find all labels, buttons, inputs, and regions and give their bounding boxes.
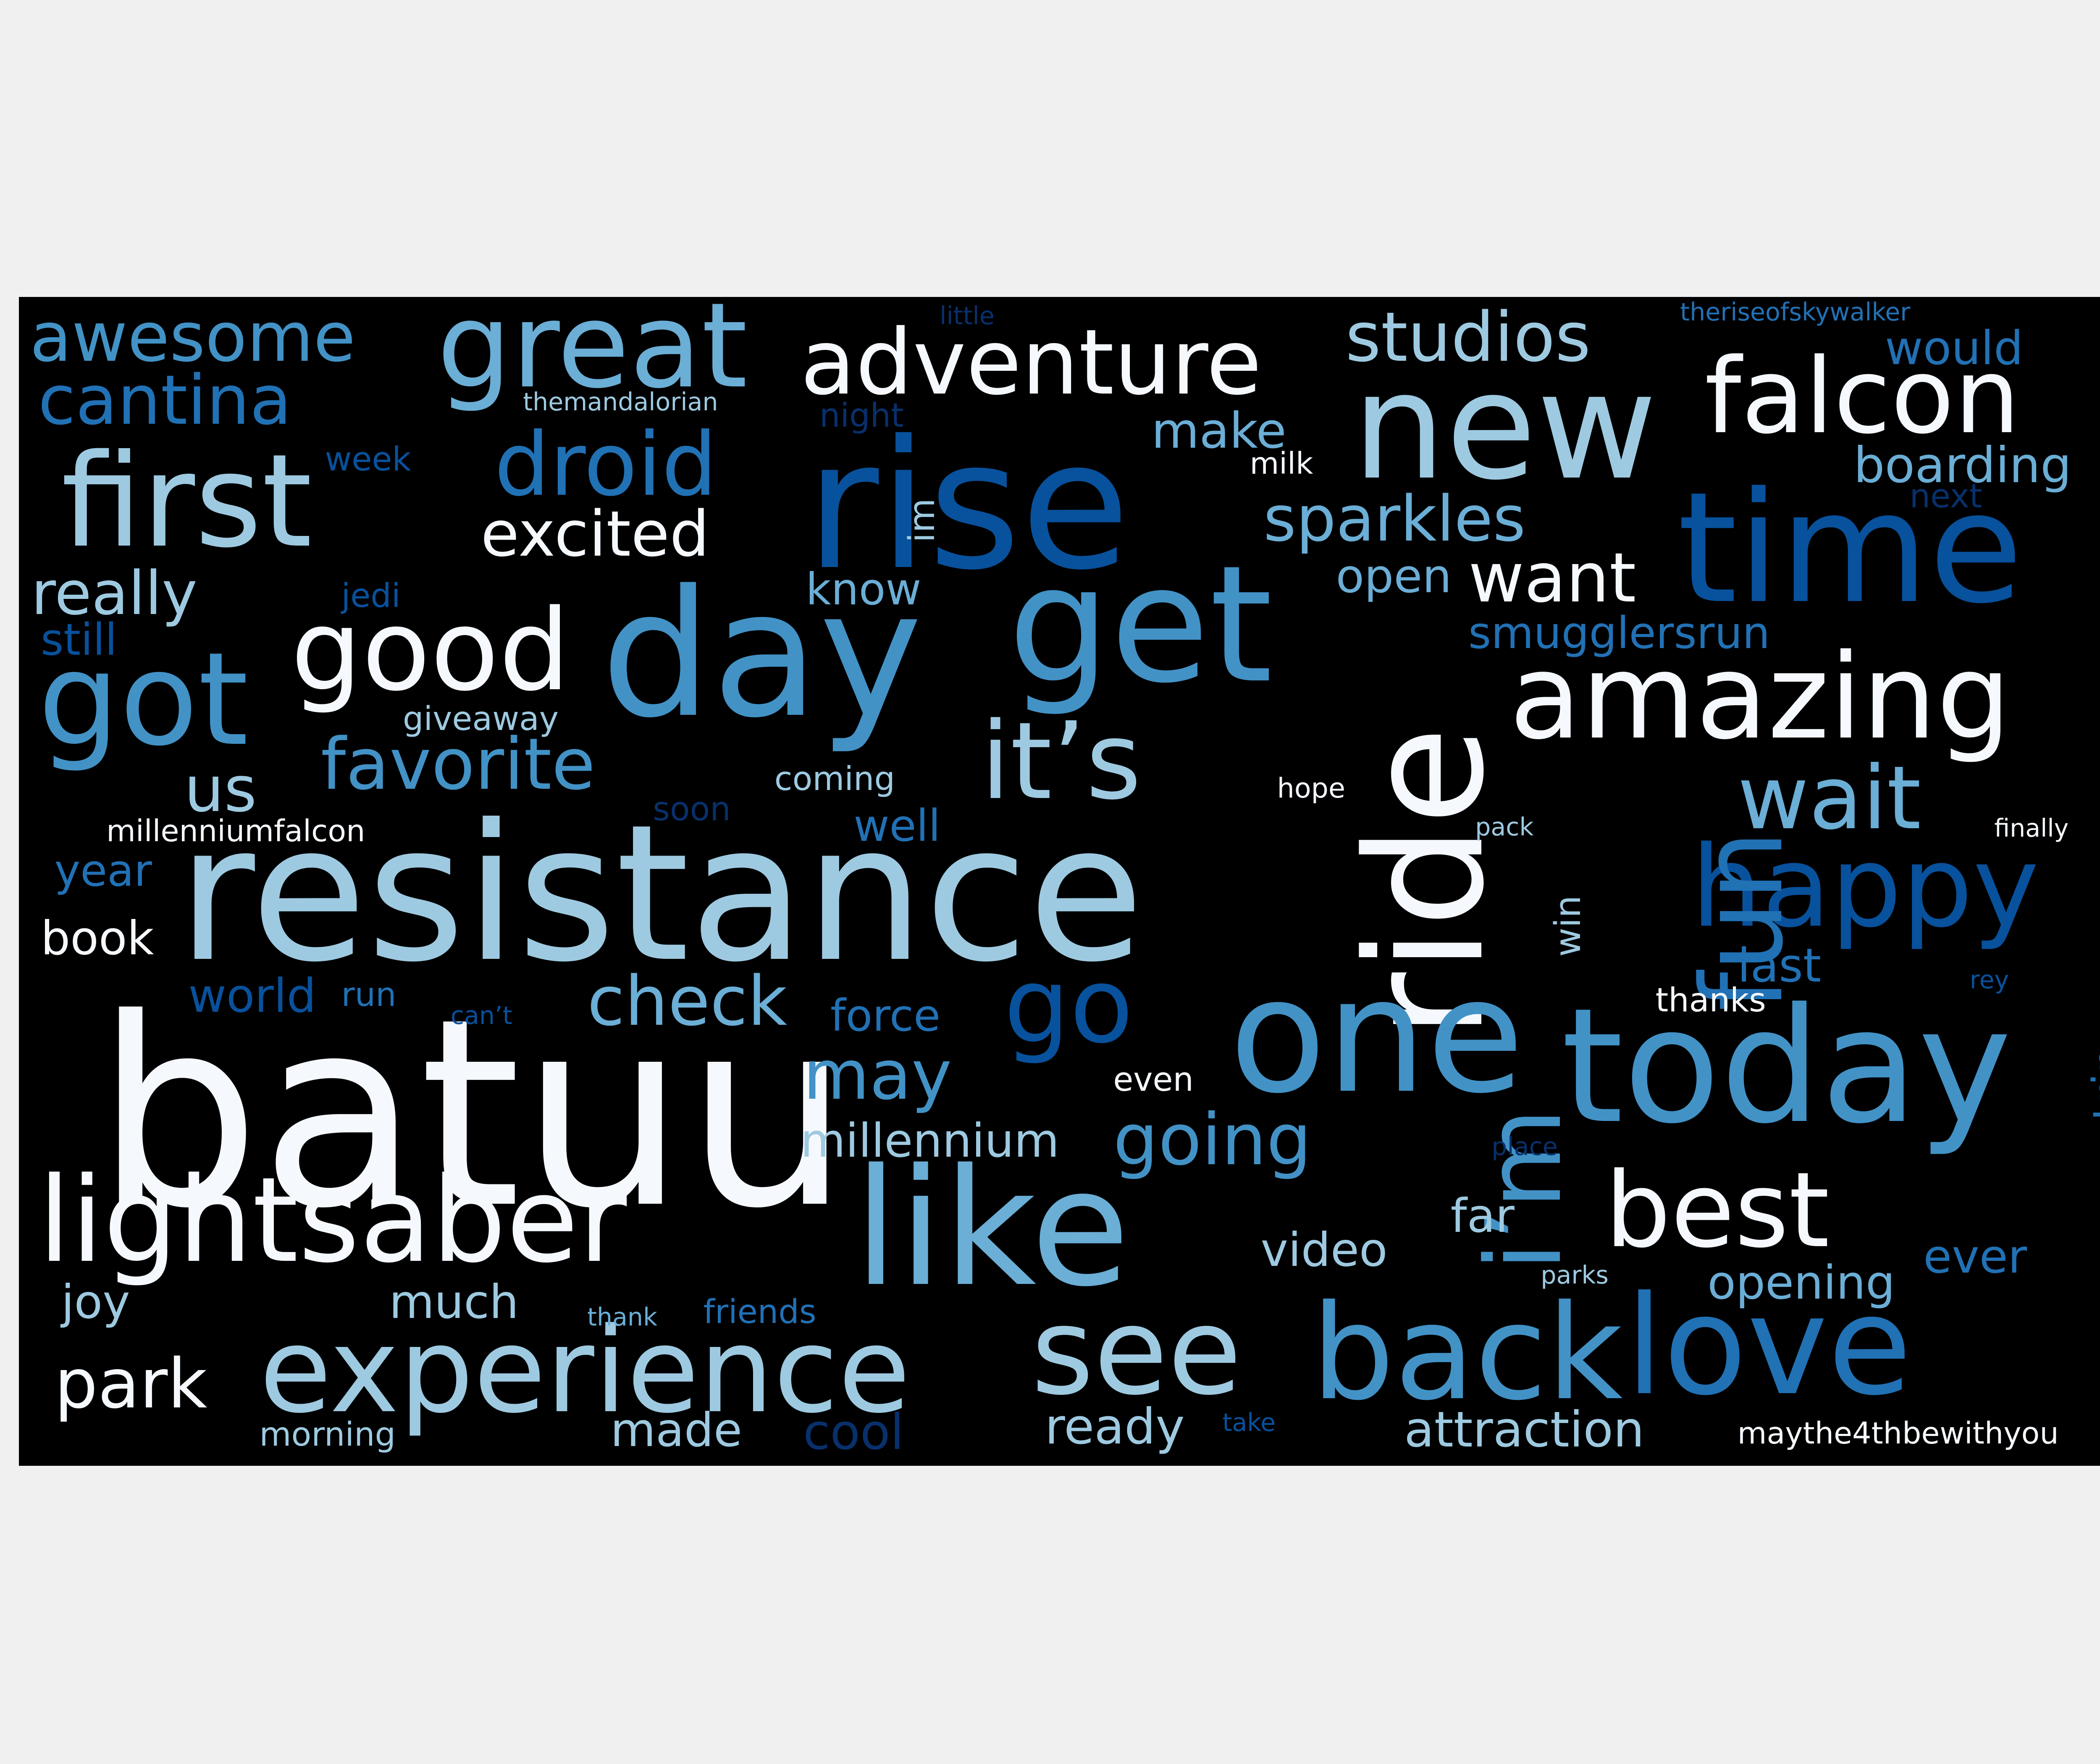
word-giveaway: giveaway [402, 700, 559, 738]
word-thema-ndalorian: thema‌ndalorian [523, 388, 718, 417]
word-lightsaber: lightsaber [38, 1151, 627, 1289]
word-smugglersrun: smugglersrun [1468, 607, 1770, 659]
word-coming: coming [774, 760, 895, 798]
word-would: would [1885, 321, 2024, 376]
word-see: see [1031, 1281, 1242, 1422]
word-force: force [830, 990, 941, 1041]
word-much: much [389, 1275, 519, 1329]
word-excited: excited [480, 498, 710, 571]
word-week: week [325, 441, 411, 479]
word-millennium: millennium [800, 1113, 1060, 1168]
word-new: new [1352, 341, 1657, 513]
word-well: well [853, 800, 941, 851]
word-time: time [1677, 459, 2023, 638]
word-wait: wait [1737, 747, 1922, 849]
word-favorite: favorite [320, 722, 596, 806]
word-droid: droid [494, 414, 717, 516]
word-video: video [1260, 1223, 1388, 1278]
word-milk: milk [1250, 446, 1313, 481]
word-us: us [184, 753, 257, 827]
word-theriseofskywalker: theriseofskywalker [1680, 297, 1911, 326]
word-win: win [1547, 895, 1589, 957]
word-soon: soon [653, 790, 731, 828]
word-cantina: cantina [38, 360, 292, 440]
word-parks: parks [1541, 1260, 1609, 1289]
word-good: good [291, 585, 570, 716]
word-thank: thank [587, 1303, 657, 1332]
word-cool: cool [803, 1403, 904, 1461]
word-thanks: thanks [1655, 982, 1766, 1020]
word-make: make [1151, 402, 1286, 460]
word-next: next [1909, 477, 1982, 515]
word-run: run [341, 976, 396, 1014]
word-awesome: awesome [30, 298, 356, 378]
word-even: even [1113, 1060, 1194, 1099]
word-cloud: batuu resistance rise day get new time ride one t… [19, 297, 2100, 1466]
word-may: may [803, 1035, 952, 1115]
word-maythe4thbewithyou: maythe4thbewithyou [1737, 1416, 2059, 1451]
word-attraction: attraction [1404, 1400, 1645, 1458]
word-one: one [1229, 944, 1524, 1128]
word-get: get [1008, 530, 1273, 719]
word-place: place [1491, 1132, 1558, 1161]
word-studios: studios [1345, 298, 1591, 378]
word-adventure: adventure [800, 310, 1262, 415]
word-morning: morning [259, 1416, 396, 1454]
word-great: great [437, 297, 748, 415]
word-millenniumfalcon: millenniumfalcon [106, 813, 365, 848]
word-book: book [41, 911, 154, 966]
word-im: im [901, 498, 942, 543]
word-open: open [1336, 549, 1452, 604]
word-back: back [1311, 1276, 1623, 1430]
word-want: want [1468, 538, 1636, 618]
word-experience: experience [259, 1302, 911, 1439]
word-happy: happy [1691, 821, 2040, 952]
word-trip: trip [2083, 1045, 2100, 1121]
word-falcon: falcon [1704, 336, 2020, 457]
word-day: day [601, 553, 923, 756]
word-year: year [54, 845, 152, 897]
word-pack: pack [1475, 812, 1534, 841]
word-like: like [853, 1134, 1130, 1323]
word-ever: ever [1923, 1230, 2027, 1284]
word-last: last [1737, 939, 1822, 993]
word-resistance: resistance [177, 783, 1144, 1003]
word-made: made [610, 1403, 743, 1458]
word-can-t: can’t [450, 1001, 512, 1030]
word-take: take [1222, 1408, 1276, 1437]
word-friends: friends [703, 1293, 816, 1331]
word-first: first [61, 427, 312, 577]
word-joy: joy [61, 1275, 130, 1329]
word-check: check [587, 962, 788, 1042]
word-little: little [940, 302, 995, 331]
word-boarding: boarding [1853, 436, 2072, 494]
word-rise: rise [806, 402, 1130, 609]
word-jedi: jedi [341, 577, 401, 615]
word-world: world [188, 969, 316, 1024]
word-today: today [1561, 974, 2012, 1158]
word-go: go [1004, 945, 1134, 1066]
word-going: going [1113, 1098, 1312, 1181]
word-still: still [41, 614, 117, 666]
word-got: got [38, 625, 249, 774]
word-love: love [1625, 1266, 1912, 1426]
word-it-s: it’s [980, 699, 1142, 824]
word-ready: ready [1045, 1398, 1185, 1456]
word-amazing: amazing [1509, 628, 2011, 766]
word-hope: hope [1277, 773, 1345, 805]
word-park: park [54, 1344, 207, 1424]
word-best: best [1605, 1150, 1830, 1271]
word-batuu: batuu [95, 963, 850, 1265]
word-really: really [31, 558, 197, 629]
word-far: far [1450, 1189, 1515, 1243]
word-know: know [806, 564, 921, 615]
word-rey: rey [1969, 966, 2009, 995]
word-night: night [819, 396, 904, 435]
word-sparkles: sparkles [1263, 483, 1526, 556]
word-opening: opening [1707, 1256, 1895, 1310]
word-finally: finally [1994, 814, 2069, 843]
